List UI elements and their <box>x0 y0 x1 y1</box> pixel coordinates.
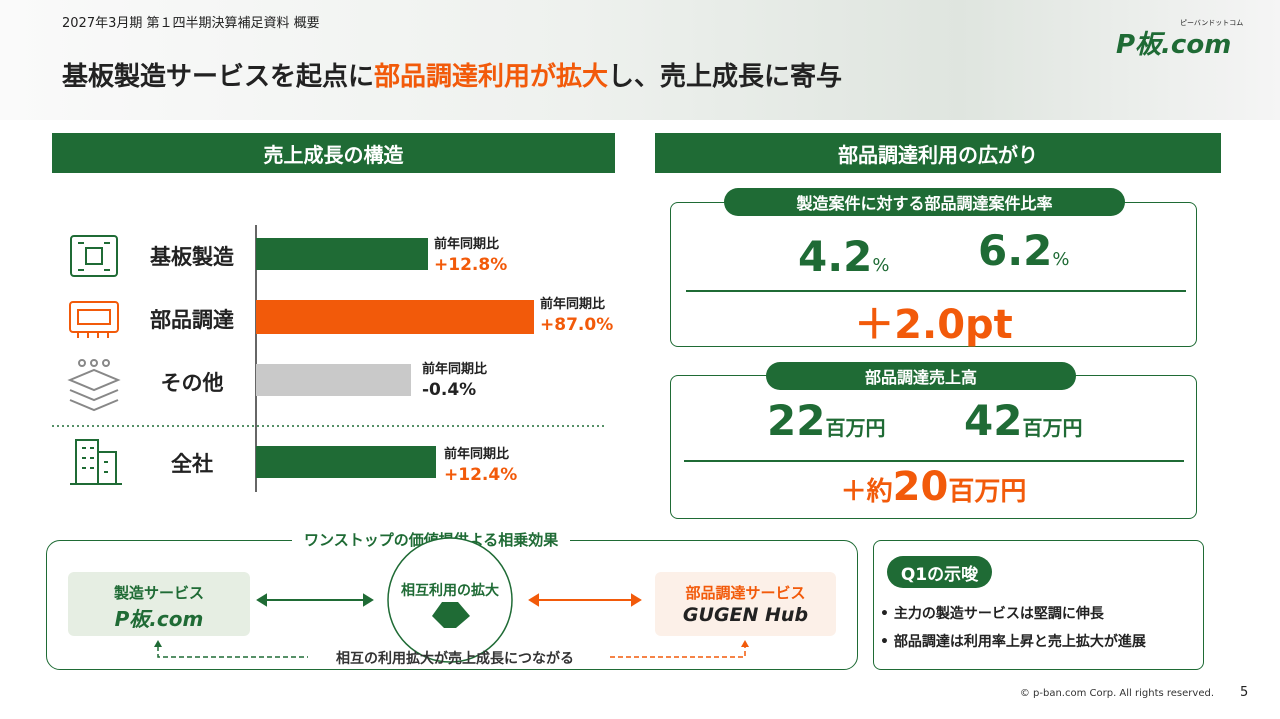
period: 2027年3月期 第１四半期決算補足資料 概要 <box>62 16 320 31</box>
header-bg <box>0 0 1280 120</box>
title-highlight: 部品調達利用が拡大 <box>374 62 609 92</box>
title-part: し、売上成長に寄与 <box>608 62 843 92</box>
bar <box>256 238 428 270</box>
section-heading: 部品調達利用の広がり <box>655 133 1221 173</box>
title-part: 基板製造サービスを起点に <box>62 62 375 92</box>
caption: 前年同期比 <box>444 447 510 462</box>
ratio-before: 4.2% <box>798 232 890 281</box>
row-change: 前年同期比 +12.8% <box>434 236 507 276</box>
page-number: 5 <box>1240 685 1249 700</box>
card <box>655 572 836 636</box>
bar <box>256 364 411 396</box>
unit: 百万円 <box>825 416 886 440</box>
row-label: 部品調達 <box>150 308 234 332</box>
unit: 百万円 <box>1022 416 1083 440</box>
caption: 前年同期比 <box>540 297 606 312</box>
bullet: • 主力の製造サービスは堅調に伸長 <box>880 606 1104 622</box>
bar <box>256 446 436 478</box>
row-change: 前年同期比 +87.0% <box>540 296 613 336</box>
row-change: 前年同期比 -0.4% <box>422 361 487 401</box>
change: +12.8% <box>434 255 508 275</box>
change: +87.0% <box>540 315 614 335</box>
divider <box>684 460 1184 462</box>
value: 42 <box>964 396 1023 445</box>
card-title: 製造サービス <box>113 584 204 602</box>
card-title: 部品調達サービス <box>685 584 806 602</box>
card-logo: P板.com <box>114 607 204 631</box>
copyright: © p-ban.com Corp. All rights reserved. <box>1019 688 1214 699</box>
ratio-diff: ＋2.0pt <box>854 302 1013 348</box>
bar <box>256 300 534 334</box>
title: 基板製造サービスを起点に部品調達利用が拡大し、売上成長に寄与 <box>62 56 842 93</box>
sales-before: 22百万円 <box>767 396 885 445</box>
caption: 前年同期比 <box>434 237 500 252</box>
change: +12.4% <box>444 465 518 485</box>
logo-ruby: ピーバンドットコム <box>1180 19 1244 27</box>
unit: 百万円 <box>948 477 1027 507</box>
synergy-note: 相互の利用拡大が売上成長につながる <box>336 651 574 667</box>
row-label: 基板製造 <box>150 245 234 269</box>
row-label: 全社 <box>171 452 213 476</box>
value: 22 <box>767 396 826 445</box>
value: 20 <box>892 464 949 510</box>
ratio-title: 製造案件に対する部品調達案件比率 <box>724 188 1125 216</box>
sales-title: 部品調達売上高 <box>766 362 1076 390</box>
card-logo: GUGEN Hub <box>682 604 809 626</box>
sales-diff: ＋約20百万円 <box>670 464 1197 510</box>
change: -0.4% <box>422 380 477 400</box>
divider <box>686 290 1186 292</box>
bullet-text: 部品調達は利用率上昇と売上拡大が進展 <box>893 634 1146 650</box>
card <box>68 572 250 636</box>
ratio-after: 6.2% <box>978 226 1070 275</box>
prefix: ＋約 <box>840 477 893 507</box>
synergy-title: ワンストップの価値提供よる相乗効果 <box>292 529 571 550</box>
unit: % <box>1052 249 1070 270</box>
bullet: • 部品調達は利用率上昇と売上拡大が進展 <box>880 634 1146 650</box>
value: 6.2 <box>978 226 1053 275</box>
caption: 前年同期比 <box>422 362 488 377</box>
center-label: 相互利用の拡大 <box>401 583 499 599</box>
value: 4.2 <box>798 232 873 281</box>
insight-title: Q1の示唆 <box>887 556 992 588</box>
bullet-text: 主力の製造サービスは堅調に伸長 <box>893 606 1104 622</box>
logo: P板.com <box>1116 30 1232 60</box>
row-change: 前年同期比 +12.4% <box>444 446 517 486</box>
insight-box <box>873 540 1204 670</box>
row-label: その他 <box>160 371 224 395</box>
section-heading: 売上成長の構造 <box>52 133 615 173</box>
unit: % <box>872 255 890 276</box>
sales-after: 42百万円 <box>964 396 1082 445</box>
